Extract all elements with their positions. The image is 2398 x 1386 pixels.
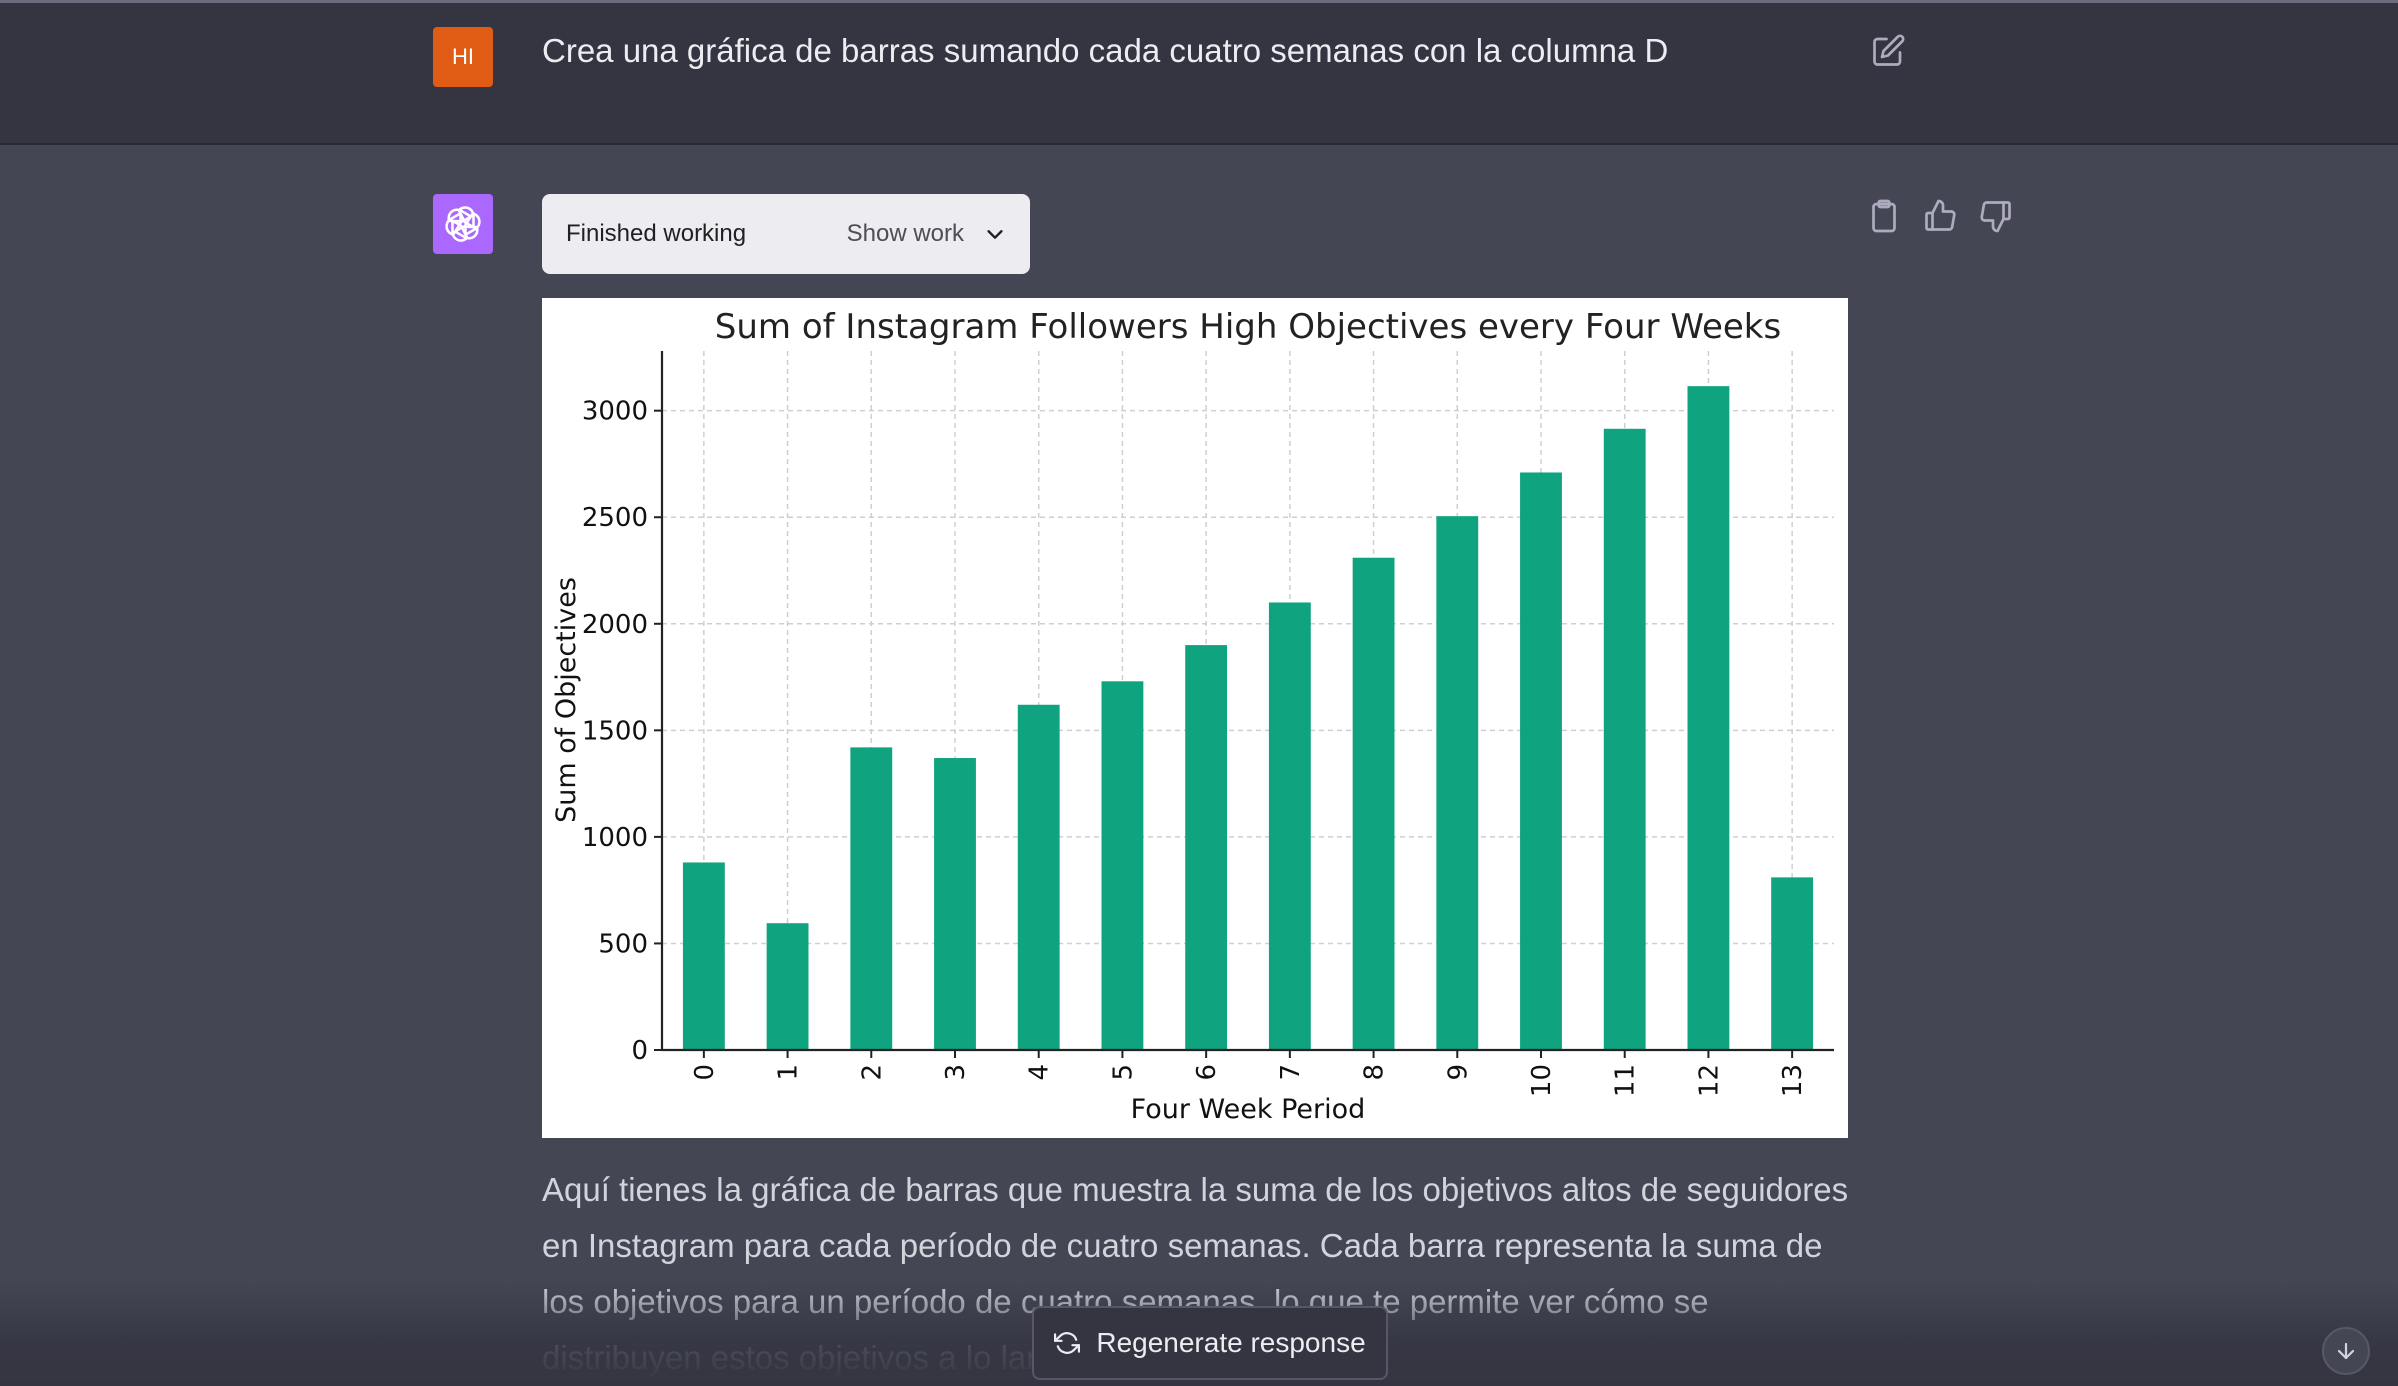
x-tick-label: 9 xyxy=(1443,1064,1473,1081)
arrow-down-icon xyxy=(2337,1342,2355,1360)
bar-chart: Sum of Instagram Followers High Objectiv… xyxy=(551,307,1834,1125)
bar-7 xyxy=(1268,602,1311,1050)
bar-0 xyxy=(682,862,725,1050)
y-tick-label: 500 xyxy=(598,929,648,959)
x-tick-label: 4 xyxy=(1025,1064,1055,1081)
x-axis-label: Four Week Period xyxy=(1131,1094,1366,1125)
user-avatar: HI xyxy=(433,27,493,87)
assistant-avatar xyxy=(433,194,493,254)
x-tick-label: 0 xyxy=(690,1064,720,1081)
chart-image: Sum of Instagram Followers High Objectiv… xyxy=(542,298,1848,1138)
y-axis-label: Sum of Objectives xyxy=(551,577,582,823)
regenerate-response-button[interactable]: Regenerate response xyxy=(1032,1306,1388,1380)
show-work-button[interactable]: Show work xyxy=(847,220,1006,248)
y-tick-label: 0 xyxy=(631,1036,648,1066)
x-tick-label: 13 xyxy=(1778,1064,1808,1097)
bar-9 xyxy=(1436,516,1479,1050)
x-tick-label: 7 xyxy=(1276,1064,1306,1081)
y-axis-ticks: 0 500 1000 1500 2000 2500 3000 xyxy=(582,397,648,1066)
bar-10 xyxy=(1520,472,1562,1051)
regenerate-label: Regenerate response xyxy=(1096,1327,1366,1358)
refresh-icon xyxy=(1054,1332,1081,1354)
thumbs-down-icon[interactable] xyxy=(1978,198,2014,234)
bar-13 xyxy=(1771,877,1814,1050)
chart-bars xyxy=(682,386,1814,1051)
x-tick-label: 3 xyxy=(941,1064,971,1081)
work-status-box: Finished working Show work xyxy=(542,194,1030,274)
y-tick-label: 2000 xyxy=(582,610,648,640)
user-message-row: HI Crea una gráfica de barras sumando ca… xyxy=(0,0,2398,145)
y-tick-label: 1500 xyxy=(582,716,648,746)
thumbs-up-icon[interactable] xyxy=(1922,198,1958,234)
x-tick-label: 10 xyxy=(1527,1064,1557,1097)
bar-1 xyxy=(766,923,809,1050)
x-tick-label: 8 xyxy=(1360,1064,1390,1081)
bar-5 xyxy=(1101,681,1144,1050)
bar-6 xyxy=(1185,645,1228,1050)
scroll-down-button[interactable] xyxy=(2322,1327,2370,1375)
x-tick-label: 6 xyxy=(1192,1064,1222,1081)
y-tick-label: 1000 xyxy=(582,823,648,853)
bar-12 xyxy=(1687,386,1730,1051)
chart-grid xyxy=(662,351,1834,1051)
message-actions xyxy=(1866,198,2014,234)
show-work-label: Show work xyxy=(846,220,964,247)
x-tick-label: 2 xyxy=(857,1064,887,1081)
y-tick-label: 3000 xyxy=(582,397,648,427)
user-message-text: Crea una gráfica de barras sumando cada … xyxy=(542,32,1669,69)
x-axis-ticks: 0 1 2 3 4 5 6 7 8 9 10 11 12 13 xyxy=(690,1064,1808,1097)
clipboard-icon[interactable] xyxy=(1866,198,1902,234)
bar-11 xyxy=(1603,428,1646,1051)
bar-8 xyxy=(1352,557,1395,1050)
chevron-down-icon xyxy=(987,230,1003,239)
work-status-text: Finished working xyxy=(566,220,747,247)
chart-axes xyxy=(654,351,1834,1058)
openai-logo-icon xyxy=(445,206,481,242)
bar-3 xyxy=(934,758,976,1050)
x-tick-label: 11 xyxy=(1611,1064,1641,1097)
chart-title: Sum of Instagram Followers High Objectiv… xyxy=(715,307,1781,347)
x-tick-label: 5 xyxy=(1108,1064,1138,1081)
edit-icon[interactable] xyxy=(1870,33,1906,69)
x-tick-label: 12 xyxy=(1694,1064,1724,1097)
y-tick-label: 2500 xyxy=(582,503,648,533)
x-tick-label: 1 xyxy=(774,1064,804,1081)
bar-4 xyxy=(1017,704,1060,1050)
bar-2 xyxy=(850,747,893,1050)
